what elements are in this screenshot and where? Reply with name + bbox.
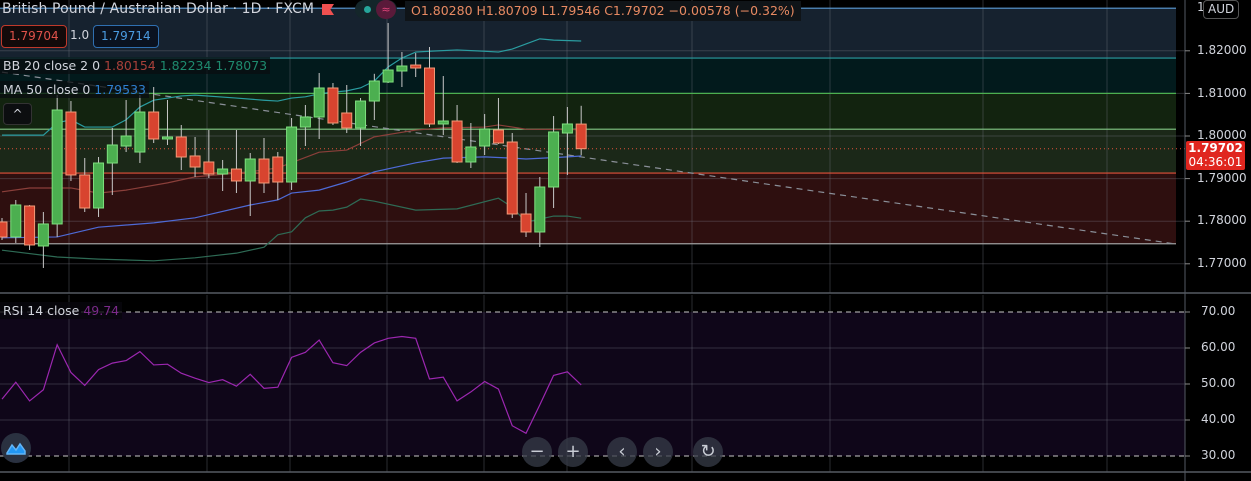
bb-upper-value: 1.82234	[159, 58, 212, 73]
candle-up	[217, 168, 229, 175]
currency-button[interactable]: AUD	[1203, 0, 1240, 19]
candle-down	[258, 158, 270, 184]
candle-up	[355, 100, 367, 129]
candle-up	[120, 135, 132, 147]
candle-down	[423, 67, 435, 125]
price-tick: 1.77000	[1197, 256, 1247, 270]
candle-down	[341, 112, 353, 129]
rsi-label: RSI 14 close	[3, 303, 80, 318]
ohlc-readout: O1.80280 H1.80709 L1.79546 C1.79702 −0.0…	[405, 1, 801, 21]
price-tick: 1.78000	[1197, 213, 1247, 227]
rsi-line	[1, 335, 582, 435]
candle-up	[10, 204, 22, 238]
candle-down	[451, 120, 463, 163]
rsi-tick: 60.00	[1201, 340, 1236, 354]
candle-up	[244, 158, 256, 182]
candle-up	[548, 131, 560, 188]
candle-up	[561, 123, 573, 134]
zoom-out-button[interactable]: −	[522, 437, 552, 467]
candle-up	[51, 109, 63, 225]
candle-up	[286, 126, 298, 183]
candle-up	[313, 87, 325, 118]
level-zone	[0, 173, 1176, 244]
green-dot-icon	[364, 6, 371, 13]
price-tick: 1.82000	[1197, 43, 1247, 57]
current-price-label: 1.79702 04:36:01	[1186, 141, 1245, 170]
candle-down	[230, 168, 242, 182]
candle-up	[161, 136, 173, 140]
sell-button[interactable]: 1.79704	[1, 25, 67, 48]
scroll-left-button[interactable]: ‹	[607, 437, 637, 467]
candle-up	[134, 111, 146, 153]
candle-down	[79, 174, 91, 209]
candle-up	[437, 120, 449, 125]
candle-up	[396, 65, 408, 72]
current-price: 1.79702	[1188, 141, 1243, 155]
candle-up	[299, 116, 311, 128]
rsi-tick: 40.00	[1201, 412, 1236, 426]
ma-value: 1.79533	[94, 82, 146, 97]
candle-down	[575, 123, 587, 150]
candle-down	[0, 221, 8, 238]
candle-down	[203, 161, 215, 175]
symbol-title[interactable]: British Pound / Australian Dollar · 1D ·…	[2, 1, 315, 17]
bb-lower-value: 1.78073	[215, 58, 268, 73]
candle-down	[189, 155, 201, 168]
reset-chart-button[interactable]: ↻	[693, 437, 723, 467]
candle-up	[534, 186, 546, 233]
candle-down	[410, 64, 422, 69]
price-tick: 1.81000	[1197, 86, 1247, 100]
bb-label: BB 20 close 2 0	[3, 58, 101, 73]
candle-down	[65, 111, 77, 176]
rsi-tick: 50.00	[1201, 376, 1236, 390]
candle-up	[93, 162, 105, 209]
price-tick: 1.80000	[1197, 128, 1247, 142]
rsi-band-fill	[0, 312, 1185, 456]
rsi-legend[interactable]: RSI 14 close 49.74	[0, 302, 123, 319]
buy-button[interactable]: 1.79714	[93, 25, 159, 48]
flag-icon[interactable]	[322, 4, 334, 15]
rsi-tick: 70.00	[1201, 304, 1236, 318]
candle-up	[368, 80, 380, 102]
rsi-value: 49.74	[83, 303, 120, 318]
candle-up	[382, 69, 394, 83]
ma-label: MA 50 close 0	[3, 82, 91, 97]
candle-down	[272, 156, 284, 183]
price-tick: 1.79000	[1197, 171, 1247, 185]
candle-down	[148, 111, 160, 140]
rsi-tick: 30.00	[1201, 448, 1236, 462]
candle-up	[37, 223, 49, 247]
bar-countdown: 04:36:01	[1188, 155, 1243, 169]
scroll-right-button[interactable]: ›	[643, 437, 673, 467]
candle-up	[479, 128, 491, 147]
zoom-in-button[interactable]: +	[558, 437, 588, 467]
quantity-value[interactable]: 1.0	[70, 28, 90, 42]
bb-legend[interactable]: BB 20 close 2 0 1.80154 1.82234 1.78073	[0, 57, 271, 74]
mountain-chart-icon	[6, 442, 26, 455]
chart-logo-button[interactable]	[1, 433, 31, 463]
candle-down	[24, 205, 36, 246]
collapse-legend-button[interactable]: ^	[3, 103, 32, 125]
candle-down	[506, 141, 518, 215]
candle-down	[327, 87, 339, 124]
ma-legend[interactable]: MA 50 close 0 1.79533	[0, 81, 149, 98]
candle-up	[465, 146, 477, 163]
candle-down	[175, 136, 187, 158]
price-tick-top: 1.	[1197, 0, 1208, 14]
candle-down	[520, 213, 532, 233]
candle-down	[492, 129, 504, 144]
level-zone	[0, 93, 1176, 130]
approx-icon[interactable]: ≈	[376, 0, 396, 19]
bb-basis-value: 1.80154	[104, 58, 156, 73]
candle-up	[106, 144, 118, 164]
